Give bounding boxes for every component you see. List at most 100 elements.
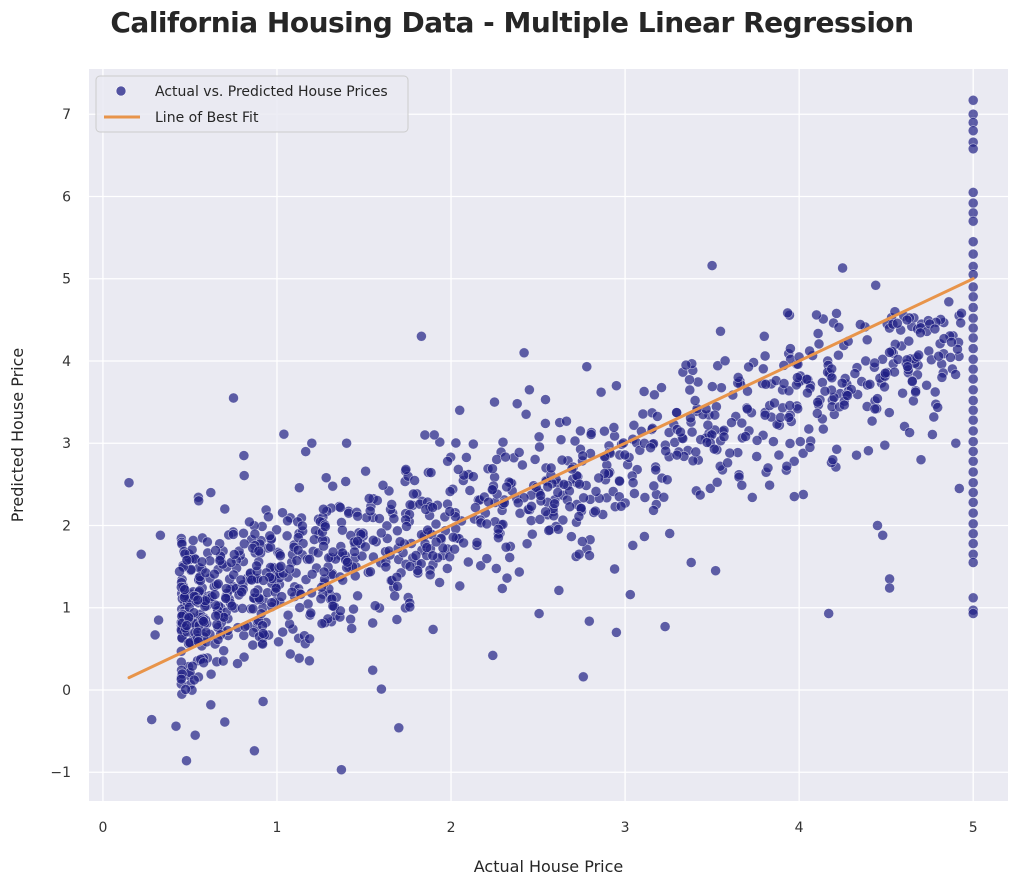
scatter-point [573,548,585,560]
scatter-point [967,404,979,416]
y-tick-label: 3 [62,436,71,452]
scatter-point [542,481,554,493]
scatter-point [817,423,829,435]
scatter-point [712,360,724,372]
scatter-point [491,454,503,465]
scatter-point [315,593,327,605]
scatter-point [501,572,513,584]
scatter-point [953,483,965,494]
scatter-point [661,474,673,486]
scatter-point [293,652,305,664]
scatter-point [363,493,375,504]
scatter-point [877,529,889,541]
scatter-point [486,484,498,496]
scatter-point [374,513,385,524]
plot-area [89,69,1008,801]
scatter-point [342,556,353,568]
scatter-point [573,511,585,522]
scatter-point [711,476,723,488]
scatter-point [863,445,874,457]
scatter-point [722,457,733,469]
scatter-point [427,550,439,562]
scatter-point [553,585,565,596]
scatter-point [276,591,288,602]
scatter-point [902,361,913,373]
scatter-point [464,485,476,496]
scatter-point [811,309,822,321]
scatter-point [627,477,639,489]
scatter-point [219,716,231,728]
scatter-point [967,248,979,260]
scatter-point [513,447,525,458]
scatter-point [928,411,940,423]
legend-label-scatter: Actual vs. Predicted House Prices [155,84,388,100]
scatter-point [627,540,639,551]
scatter-point [569,435,581,447]
scatter-point [702,419,714,431]
scatter-point [879,439,891,451]
scatter-point [967,373,979,385]
x-tick-label: 1 [273,820,282,836]
scatter-point [316,618,328,629]
scatter-point [444,506,456,517]
scatter-point [526,528,538,540]
scatter-point [685,557,697,568]
scatter-point [574,478,585,490]
scatter-point [155,529,166,541]
scatter-point [904,427,915,438]
scatter-point [879,367,891,379]
scatter-point [706,381,718,392]
best-fit-line [127,277,975,680]
x-tick-label: 2 [447,820,456,836]
scatter-point [967,477,979,489]
scatter-point [238,450,250,461]
scatter-point [487,463,498,475]
scatter-point [967,302,979,313]
scatter-point [801,373,813,385]
scatter-point [936,372,948,383]
scatter-point [380,561,392,573]
scatter-point [897,387,908,399]
scatter-point [660,445,672,457]
scatter-point [352,510,364,522]
scatter-point [680,359,692,371]
scatter-point [490,563,502,574]
scatter-point [467,438,479,450]
scatter-point [434,436,446,448]
scatter-point [529,454,541,465]
scatter-point [608,422,620,433]
scatter-point [410,550,422,561]
scatter-point [334,502,346,513]
scatter-point [193,495,204,507]
scatter-point [704,483,716,494]
scatter-point [381,520,393,532]
scatter-point [751,435,763,446]
scatter-point [540,394,551,405]
scatter-point [286,586,298,598]
scatter-point [408,488,419,500]
scatter-point [335,605,346,617]
scatter-point [687,455,699,467]
scatter-point [294,602,306,613]
scatter-point [764,479,775,491]
scatter-point [860,355,872,367]
scatter-point [967,507,979,519]
scatter-point [181,755,192,767]
scatter-point [915,454,927,466]
scatter-point [501,481,512,493]
scatter-point [533,431,545,443]
scatter-point [545,462,557,474]
scatter-point [341,437,352,449]
scatter-point [849,368,861,379]
chart-title: California Housing Data - Multiple Linea… [110,6,914,39]
scatter-point [257,628,269,639]
scatter-point [967,125,979,136]
scatter-point [648,480,660,492]
y-tick-label: 7 [62,107,71,123]
scatter-point [304,553,315,565]
scatter-point [946,336,957,348]
scatter-point [967,538,979,549]
scatter-point [400,464,412,475]
scatter-point [209,568,220,580]
scatter-point [967,95,979,106]
